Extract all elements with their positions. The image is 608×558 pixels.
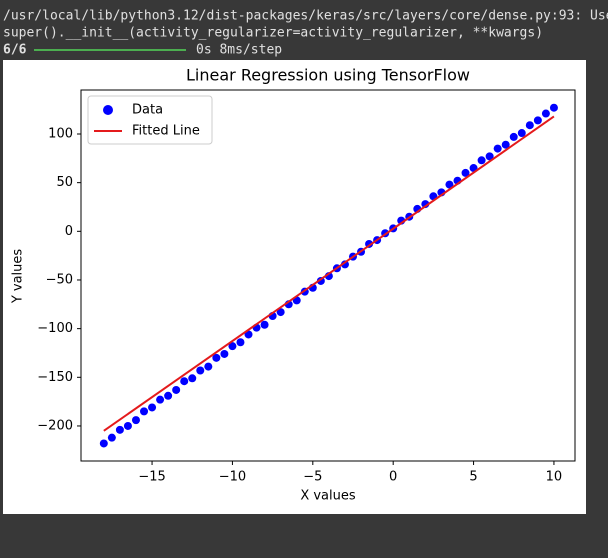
data-point — [107, 433, 116, 442]
data-point — [541, 109, 550, 118]
data-point — [148, 403, 157, 412]
data-point — [115, 425, 124, 434]
y-tick-label: −200 — [37, 418, 73, 433]
y-tick-label: 100 — [48, 126, 73, 141]
data-point — [493, 144, 502, 153]
x-axis-label: X values — [300, 489, 356, 504]
data-point — [220, 349, 229, 358]
x-tick-label: −5 — [303, 470, 322, 485]
data-point — [477, 156, 486, 165]
legend-marker — [103, 105, 113, 115]
legend-label: Fitted Line — [132, 124, 200, 139]
data-point — [131, 416, 140, 425]
x-tick-label: 0 — [389, 470, 397, 485]
data-point — [99, 439, 108, 448]
data-point — [228, 342, 237, 351]
y-tick-label: −50 — [46, 272, 73, 287]
data-point — [123, 421, 132, 430]
fitted-line — [103, 115, 555, 432]
console-call: super().__init__(activity_regularizer=ac… — [3, 26, 543, 41]
progress-timing: 0s 8ms/step — [196, 43, 282, 58]
data-point — [180, 377, 189, 386]
data-point — [196, 366, 205, 375]
data-point — [276, 308, 285, 317]
y-axis-label: Y values — [11, 249, 26, 305]
data-point — [172, 385, 181, 394]
data-point — [533, 116, 542, 125]
x-tick-label: 10 — [546, 470, 563, 485]
data-point — [485, 152, 494, 161]
data-point — [164, 391, 173, 400]
data-point — [549, 103, 558, 112]
data-point — [156, 395, 165, 404]
progress-count: 6/6 — [3, 43, 27, 58]
x-tick-label: −10 — [219, 470, 246, 485]
data-point — [260, 320, 269, 329]
data-point — [140, 407, 149, 416]
console-warning: /usr/local/lib/python3.12/dist-packages/… — [3, 9, 608, 24]
y-tick-label: 50 — [56, 175, 73, 190]
x-tick-label: 5 — [469, 470, 477, 485]
legend-label: Data — [132, 103, 163, 118]
data-point — [236, 338, 245, 347]
data-point — [509, 132, 518, 141]
y-tick-label: −100 — [37, 321, 73, 336]
y-tick-label: 0 — [65, 224, 73, 239]
data-point — [244, 330, 253, 339]
data-point — [501, 140, 510, 149]
data-point — [188, 374, 197, 383]
x-tick-label: −15 — [138, 470, 165, 485]
axes-frame — [80, 89, 576, 462]
y-tick-label: −150 — [37, 370, 73, 385]
data-point — [204, 362, 213, 371]
data-point — [525, 121, 534, 130]
data-point — [212, 353, 221, 362]
plot — [99, 103, 558, 448]
data-point — [445, 180, 454, 189]
data-point — [517, 129, 526, 138]
data-point — [340, 260, 349, 269]
chart-title: Linear Regression using TensorFlow — [186, 66, 470, 85]
data-point — [461, 168, 470, 177]
